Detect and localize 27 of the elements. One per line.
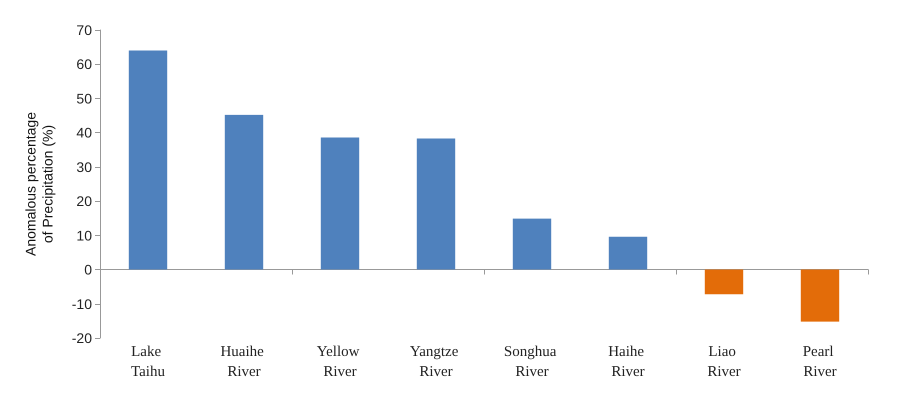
x-tick-label: Pearl River [802,344,838,380]
bar [416,138,456,270]
y-tick-label: -20 [72,330,92,346]
x-tick-label: Songhua River [504,344,560,380]
bar [128,50,168,270]
x-tick-label: Lake Taihu [131,344,166,380]
x-tick-label: Haihe River [608,344,648,380]
x-tick-label: Yangtze River [410,344,462,380]
bar [800,270,840,322]
y-tick-label: 70 [76,22,92,38]
x-tick-label: Yellow River [316,344,364,380]
x-tick-label: Huaihe River [220,344,268,380]
y-tick-label: 60 [76,56,92,72]
y-tick-label: 50 [76,90,92,106]
y-tick-label: 40 [76,124,92,141]
bar [608,236,648,270]
bar [224,114,264,270]
y-tick-label: 20 [76,193,92,210]
bar [704,270,744,294]
y-tick-label: 30 [76,158,92,175]
y-axis-title: Anomalous percentage of Precipitation (%) [22,112,56,256]
x-tick-label: Liao River [707,344,741,380]
bar [512,218,552,270]
y-tick-label: 0 [84,262,92,278]
y-tick-label: -10 [72,296,92,312]
y-tick-label: 10 [76,227,92,244]
bar [320,137,360,270]
